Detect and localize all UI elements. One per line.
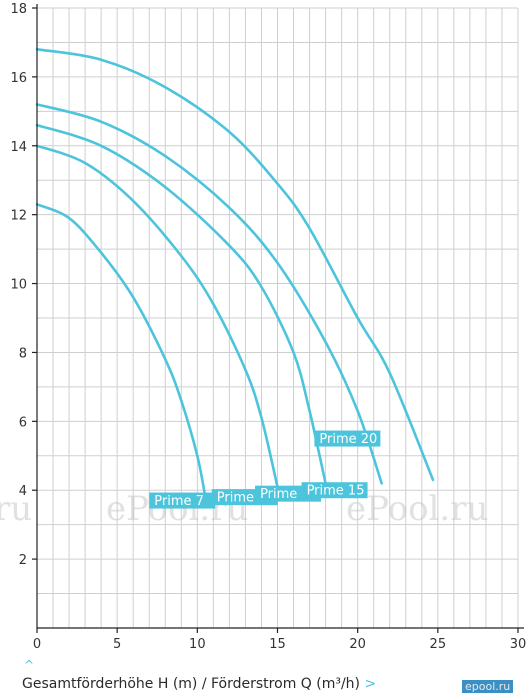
curve-prime-11 — [35, 144, 279, 489]
x-tick-label: 5 — [113, 637, 121, 652]
y-tick-label: 2 — [19, 553, 27, 568]
y-tick-label: 14 — [10, 140, 27, 155]
y-tick-label: 12 — [10, 209, 27, 224]
watermark-ru: ru — [0, 489, 32, 529]
y-tick-label: 4 — [19, 484, 27, 499]
watermark-epool-2: ePool.ru — [346, 489, 488, 529]
chevron-up-icon[interactable]: ^ — [24, 658, 35, 672]
y-tick-label: 16 — [10, 71, 27, 86]
series-label-box-prime-20 — [314, 430, 381, 447]
x-tick-label: 10 — [189, 637, 206, 652]
y-tick-label: 18 — [10, 2, 27, 17]
curve-prime-13 — [35, 123, 327, 485]
curve-prime-7 — [35, 203, 207, 499]
axes — [32, 4, 524, 633]
x-tick-label: 20 — [349, 637, 366, 652]
curves — [35, 48, 435, 499]
curve-prime-15 — [35, 103, 383, 485]
series-label-prime-15: Prime 15 — [307, 484, 365, 499]
x-tick-label: 15 — [269, 637, 286, 652]
x-tick-label: 25 — [430, 637, 447, 652]
brand-logo: epool.ru — [462, 680, 514, 693]
y-tick-label: 8 — [19, 346, 27, 361]
x-tick-label: 30 — [510, 637, 527, 652]
y-tick-label: 6 — [19, 415, 27, 430]
x-tick-label: 0 — [33, 637, 41, 652]
x-axis-label: Gesamtförderhöhe H (m) / Förderstrom Q (… — [22, 676, 377, 692]
series-label-prime-20: Prime 20 — [319, 432, 377, 447]
series-label-box-prime-7 — [149, 492, 216, 509]
y-tick-label: 10 — [10, 278, 27, 293]
series-label-box-prime-15 — [301, 482, 368, 499]
grid — [37, 7, 519, 628]
chevron-right-icon[interactable]: > — [364, 676, 377, 692]
curve-prime-20 — [35, 48, 435, 482]
tick-labels: 2 4 6 8 10 12 14 16 18 0 5 10 15 20 25 30 — [10, 2, 526, 652]
series-label-prime-7: Prime 7 — [154, 494, 204, 509]
